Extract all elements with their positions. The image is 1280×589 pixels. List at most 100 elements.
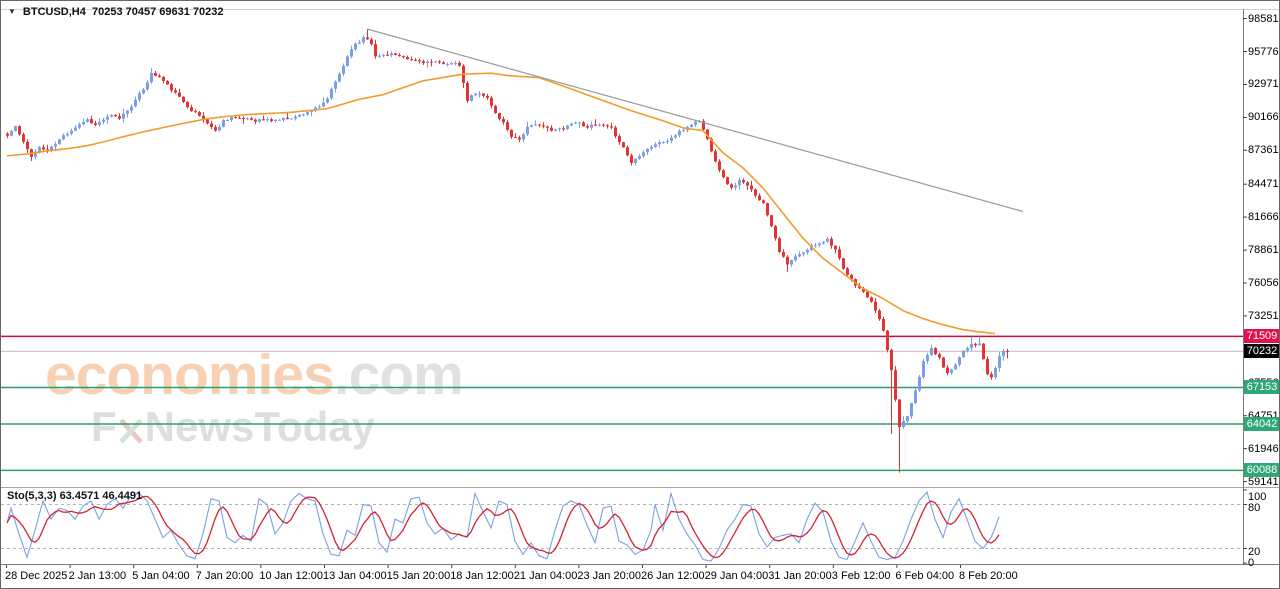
candle-body (798, 254, 801, 257)
candle-body (862, 288, 865, 292)
candle-body (382, 54, 385, 56)
candle-body (890, 349, 893, 371)
candle-body (378, 55, 381, 57)
candle-body (482, 93, 485, 96)
price-level-lines (1, 335, 1243, 472)
candle-body (534, 124, 537, 126)
candle-body (218, 126, 221, 131)
candle-body (538, 124, 541, 126)
candle-body (710, 138, 713, 152)
price-badge: 64042 (1244, 417, 1279, 431)
candle-body (558, 128, 561, 130)
candle-body (62, 135, 65, 140)
candle-body (286, 117, 289, 120)
candle-body (162, 76, 165, 81)
candle-body (618, 136, 621, 143)
candle-body (814, 245, 817, 247)
candle-body (614, 127, 617, 137)
candle-body (562, 128, 565, 130)
candle-body (194, 111, 197, 113)
candle-body (722, 170, 725, 178)
candle-body (778, 238, 781, 252)
candle-body (494, 105, 497, 114)
candle-body (570, 123, 573, 126)
candle-body (766, 203, 769, 216)
candle-body (386, 54, 389, 56)
candle-body (530, 125, 533, 127)
candle-body (598, 124, 601, 126)
candle-body (130, 106, 133, 111)
price-axis-label: 76056 (1248, 276, 1279, 289)
candle-body (514, 136, 517, 138)
candle-body (158, 75, 161, 77)
candle-body (818, 243, 821, 246)
trend-line[interactable] (366, 28, 1024, 213)
candle-body (970, 343, 973, 349)
time-axis-label: 7 Jan 20:00 (195, 570, 254, 582)
candle-body (706, 129, 709, 139)
candle-body (198, 111, 201, 116)
candle-body (670, 137, 673, 141)
candle-body (794, 256, 797, 261)
candle-body (282, 117, 285, 120)
candle-body (726, 177, 729, 185)
candle-body (294, 116, 297, 119)
candle-body (846, 268, 849, 275)
candle-body (186, 102, 189, 108)
candle-body (998, 356, 1001, 368)
candle-body (978, 343, 981, 346)
chart-title: ▼ BTCUSD,H4 70253 70457 69631 70232 (8, 6, 224, 18)
stochastic-axis-label: 100 (1248, 491, 1267, 503)
candle-body (58, 139, 61, 145)
candle-body (362, 37, 365, 43)
candle-body (914, 390, 917, 403)
candle-body (574, 122, 577, 124)
candle-body (690, 124, 693, 127)
candle-body (202, 115, 205, 120)
dropdown-arrow-icon[interactable]: ▼ (8, 6, 16, 16)
candle-body (66, 133, 69, 136)
candle-body (922, 361, 925, 377)
candle-body (738, 180, 741, 186)
candle-body (290, 118, 293, 120)
candle-body (306, 112, 309, 115)
candle-body (906, 416, 909, 422)
stochastic-axis-label: 0 (1248, 557, 1255, 569)
candle-body (510, 129, 513, 137)
candle-body (94, 123, 97, 125)
candle-body (82, 122, 85, 125)
candle-body (554, 129, 557, 131)
candle-body (390, 53, 393, 56)
candle-body (106, 116, 109, 120)
candle-body (646, 148, 649, 153)
candle-body (274, 119, 277, 122)
candle-body (206, 119, 209, 124)
candle-body (374, 44, 377, 57)
candle-body (10, 131, 13, 136)
candle-body (658, 142, 661, 145)
time-axis-label: 31 Jan 20:00 (768, 570, 832, 582)
candle-body (498, 113, 501, 119)
time-axis-label: 3 Feb 12:00 (831, 570, 891, 582)
candle-body (930, 348, 933, 356)
price-axis-label: 59141 (1248, 475, 1279, 488)
candle-body (878, 310, 881, 319)
candle-body (942, 357, 945, 368)
candle-body (678, 130, 681, 136)
candle-body (86, 119, 89, 122)
candle-body (478, 93, 481, 95)
candle-body (518, 137, 521, 140)
candle-body (882, 319, 885, 331)
candle-body (470, 95, 473, 101)
time-axis-label: 15 Jan 20:00 (386, 570, 451, 582)
candle-body (870, 297, 873, 302)
candle-body (946, 367, 949, 374)
candle-body (366, 37, 369, 40)
candle-body (346, 56, 349, 66)
candle-body (838, 249, 841, 259)
watermark-brand-suffix: .com (333, 343, 464, 407)
candle-body (166, 81, 169, 85)
candle-body (938, 354, 941, 358)
candle-body (338, 73, 341, 82)
